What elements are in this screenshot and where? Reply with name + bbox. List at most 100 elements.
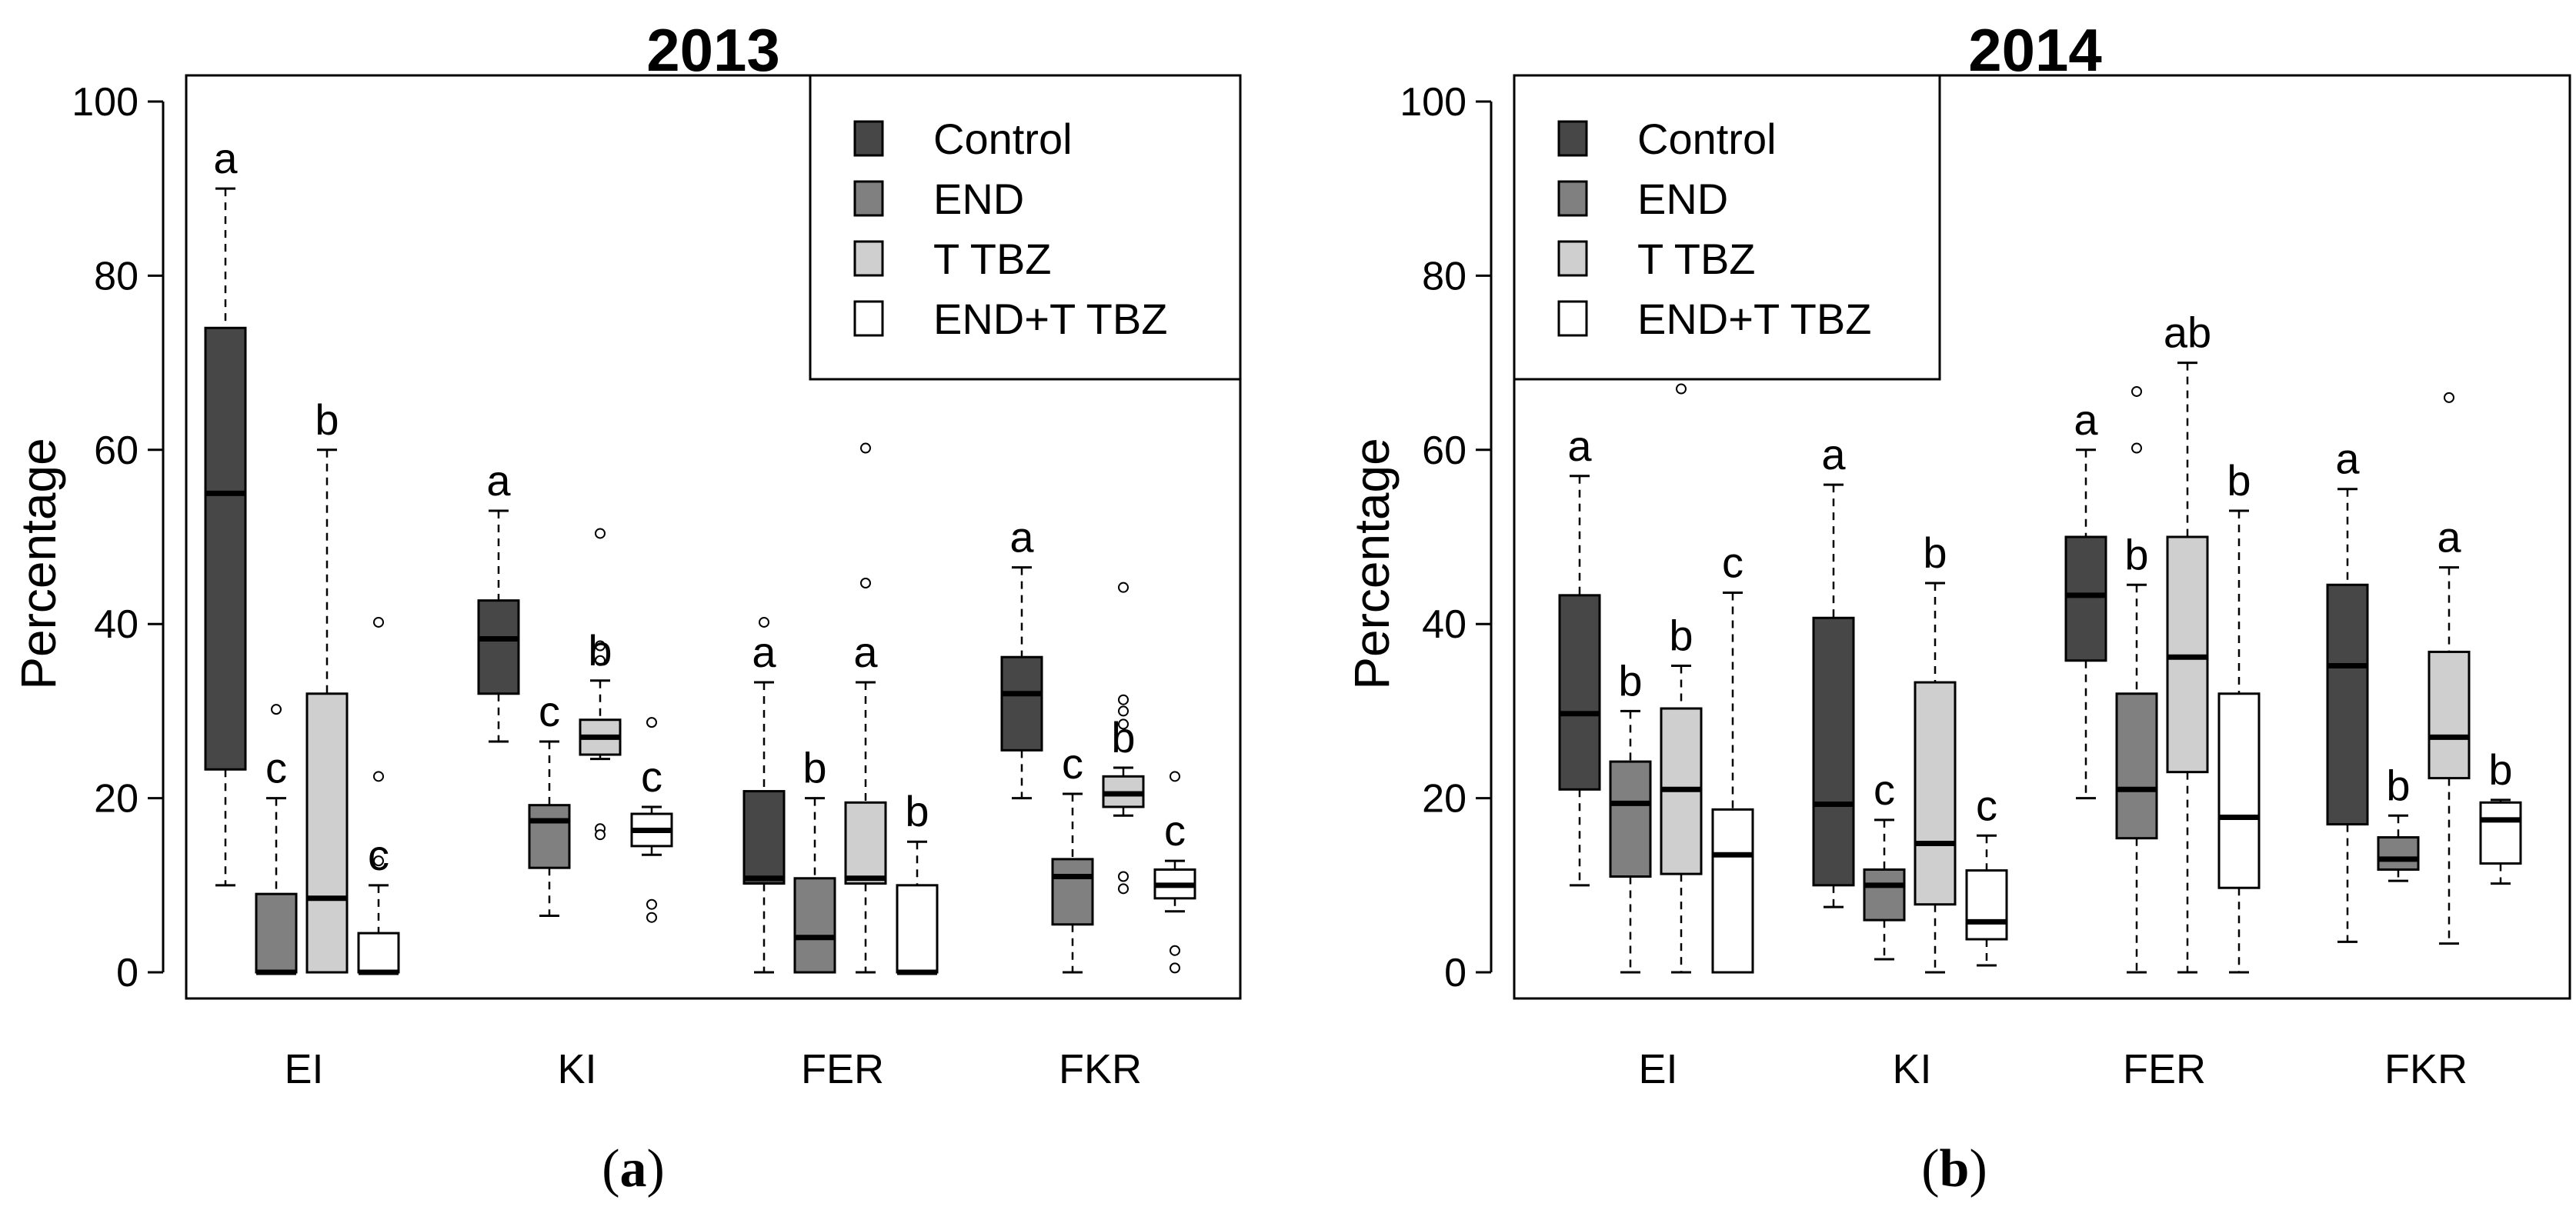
box-body: [1051, 858, 1094, 926]
box-body: [1000, 655, 1043, 752]
box-end-t-tbz-ki: c: [1965, 781, 2008, 967]
legend-entry: T TBZ: [933, 235, 1052, 283]
box-control-ki: a: [477, 456, 520, 743]
significance-letter: c: [1164, 806, 1186, 855]
box-body: [305, 692, 349, 974]
legend-swatch: [1557, 300, 1588, 337]
outlier-point: [1170, 771, 1180, 782]
y-tick-label: 60: [94, 428, 138, 473]
significance-letter: a: [853, 628, 878, 676]
box-t-tbz-ki: b: [579, 528, 622, 841]
legend-swatch: [1557, 180, 1588, 217]
box-control-ei: a: [1558, 422, 1601, 887]
outlier-point: [1118, 694, 1129, 705]
legend-entry: END: [933, 175, 1024, 223]
box-body: [1711, 808, 1754, 974]
category-label: KI: [557, 1046, 596, 1092]
significance-letter: a: [213, 134, 238, 182]
box-body: [255, 892, 298, 974]
outlier-point: [646, 912, 657, 923]
box-body: [2428, 650, 2471, 780]
category-label: FKR: [1059, 1046, 1142, 1092]
y-tick-label: 40: [1422, 602, 1467, 647]
box-body: [1609, 760, 1652, 878]
legend-entry: END+T TBZ: [1637, 295, 1871, 343]
box-end-t-tbz-ei: c: [1711, 538, 1754, 974]
outlier-point: [595, 528, 606, 539]
box-body: [742, 790, 786, 885]
significance-letter: b: [1111, 713, 1135, 762]
box-body: [793, 877, 836, 974]
significance-letter: b: [315, 395, 339, 444]
y-tick-label: 20: [1422, 777, 1467, 822]
significance-letter: b: [1669, 612, 1693, 660]
box-t-tbz-fer: a: [844, 442, 887, 974]
box-body: [1965, 869, 2008, 941]
y-tick-label: 100: [1400, 80, 1467, 125]
y-tick-label: 100: [72, 80, 138, 125]
significance-letter: a: [1821, 430, 1846, 478]
significance-letter: b: [2227, 456, 2251, 505]
significance-letter: c: [368, 831, 389, 879]
outlier-point: [595, 829, 606, 841]
legend-swatch: [1557, 240, 1588, 277]
outlier-point: [759, 616, 769, 628]
box-end-fer: b: [793, 744, 836, 974]
significance-letter: a: [2437, 513, 2461, 562]
y-tick-label: 0: [116, 951, 138, 995]
box-end-ei: c: [255, 704, 298, 975]
box-end-t-tbz-fer: b: [2217, 456, 2261, 974]
box-body: [1863, 868, 1906, 922]
plot-frame: [1513, 74, 2571, 1000]
chart-title: 2013: [646, 16, 780, 84]
box-end-t-tbz-ki: c: [630, 717, 673, 923]
category-label: FER: [801, 1046, 884, 1092]
legend: Control END T TBZ END+T TBZ: [1513, 74, 1941, 381]
box-body: [896, 884, 939, 974]
box-body: [1558, 594, 1601, 791]
box-body: [477, 599, 520, 695]
box-body: [1914, 681, 1957, 906]
outlier-point: [373, 771, 384, 782]
box-end-fkr: b: [2377, 761, 2420, 882]
box-control-fer: a: [2064, 395, 2107, 800]
box-body: [1812, 616, 1855, 887]
significance-letter: b: [588, 626, 612, 675]
category-label: KI: [1892, 1046, 1931, 1092]
significance-letter: b: [2488, 745, 2512, 794]
legend: Control END T TBZ END+T TBZ: [809, 74, 1242, 381]
outlier-point: [2444, 392, 2454, 403]
significance-letter: c: [1874, 765, 1895, 814]
category-label: EI: [1638, 1046, 1677, 1092]
legend-swatch: [853, 300, 884, 337]
box-t-tbz-fer: ab: [2164, 308, 2211, 974]
chart-title: 2014: [1968, 16, 2102, 84]
box-t-tbz-fkr: b: [1102, 582, 1145, 895]
outlier-point: [646, 898, 657, 910]
category-label: FER: [2123, 1046, 2206, 1092]
box-end-t-tbz-fkr: b: [2479, 745, 2522, 885]
box-body: [2326, 583, 2369, 826]
legend-entry: Control: [1637, 115, 1777, 163]
outlier-point: [1118, 718, 1129, 730]
box-control-fkr: a: [2326, 435, 2369, 943]
legend-swatch: [853, 120, 884, 157]
panel-sublabel: (a): [602, 1139, 665, 1198]
significance-letter: b: [1923, 528, 1947, 577]
significance-letter: c: [641, 752, 662, 801]
significance-letter: a: [486, 456, 511, 505]
box-t-tbz-ei: b: [1660, 383, 1703, 974]
legend-entry: T TBZ: [1637, 235, 1756, 283]
y-axis-title: Percentage: [1344, 438, 1400, 689]
box-end-fer: b: [2115, 385, 2158, 974]
category-label: FKR: [2384, 1046, 2468, 1092]
panel-2013: 2013 0 20 40 60 80 100 Percentage EI KI FER FKR a a a a…: [11, 16, 1242, 1198]
legend-entry: END: [1637, 175, 1728, 223]
panel-letter: a: [620, 1139, 647, 1198]
y-tick-label: 0: [1444, 951, 1467, 995]
outlier-point: [1170, 945, 1180, 956]
significance-letter: a: [2074, 395, 2098, 444]
outlier-point: [373, 616, 384, 628]
box-end-t-tbz-ei: c: [357, 616, 400, 975]
box-end-t-tbz-fer: b: [896, 787, 939, 975]
